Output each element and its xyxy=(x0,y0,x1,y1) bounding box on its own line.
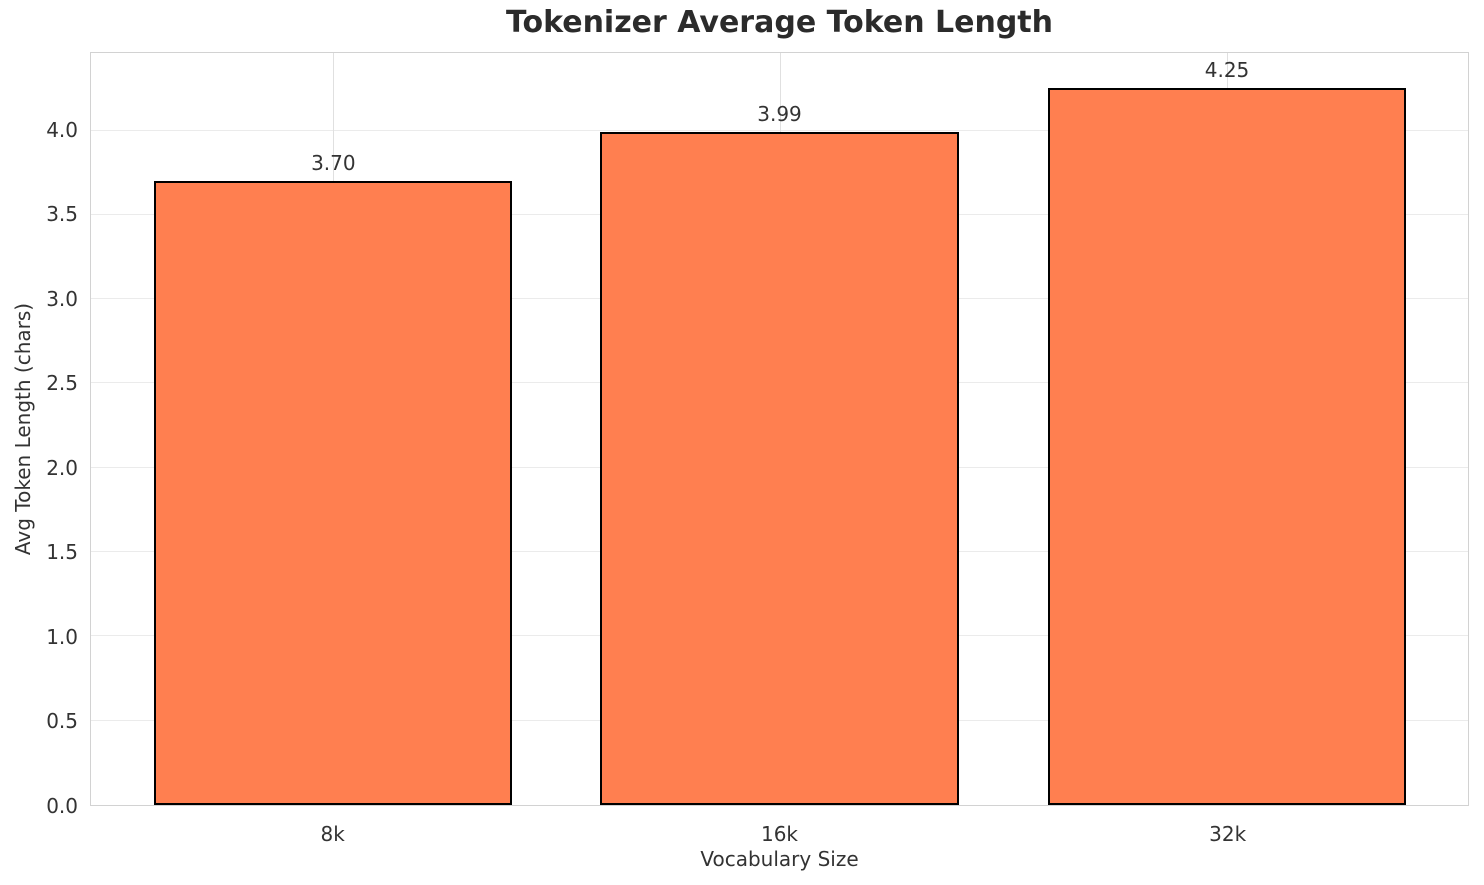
bar-32k xyxy=(1048,88,1407,805)
bar-value-label: 4.25 xyxy=(1204,58,1250,83)
plot-area: 3.70 3.99 4.25 xyxy=(90,52,1469,806)
y-tick-label: 0.0 xyxy=(46,794,78,818)
bar-value-label: 3.70 xyxy=(311,151,356,176)
bar-8k xyxy=(154,181,513,805)
y-tick-label: 3.5 xyxy=(46,202,78,227)
y-axis-label: Avg Token Length (chars) xyxy=(11,302,35,556)
y-tick-label: 2.5 xyxy=(46,371,78,396)
x-axis: 8k 16k 32k xyxy=(90,806,1469,846)
y-tick-label: 2.0 xyxy=(46,455,78,480)
y-tick-label: 4.0 xyxy=(46,117,78,142)
x-axis-label: Vocabulary Size xyxy=(700,847,859,871)
bar-value-label: 3.99 xyxy=(757,102,802,127)
y-tick-label: 1.5 xyxy=(46,540,78,565)
x-tick-label: 16k xyxy=(760,822,799,846)
y-axis: 0.0 0.5 1.0 1.5 2.0 2.5 3.0 3.5 4.0 xyxy=(0,52,78,818)
y-tick-label: 3.0 xyxy=(46,286,78,311)
chart-title: Tokenizer Average Token Length xyxy=(505,5,1053,40)
bar-16k xyxy=(600,132,959,805)
x-tick-label: 8k xyxy=(320,822,345,846)
x-tick-label: 32k xyxy=(1209,822,1247,846)
y-tick-label: 1.0 xyxy=(46,624,78,649)
y-tick-label: 0.5 xyxy=(46,709,78,734)
